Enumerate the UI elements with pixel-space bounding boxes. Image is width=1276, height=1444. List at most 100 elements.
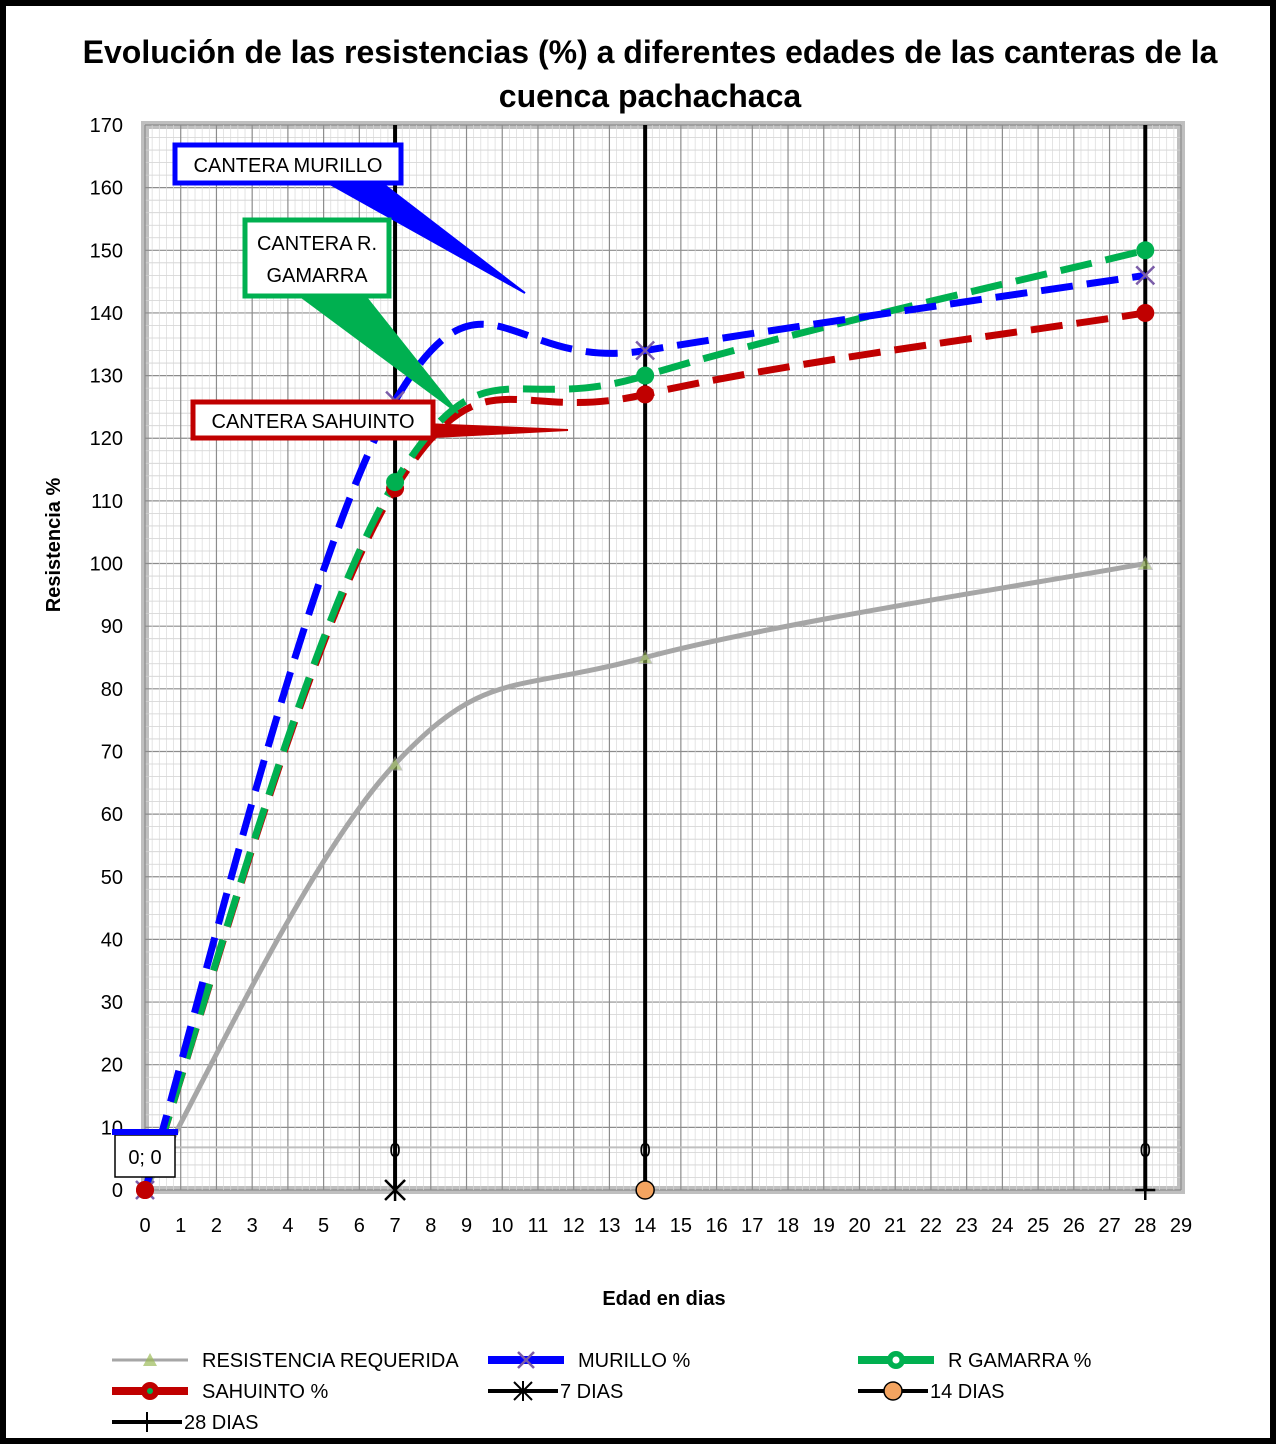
x-tick-label: 8 (425, 1215, 436, 1237)
y-axis-ticks: 0102030405060708090100110120130140150160… (90, 115, 123, 1202)
x-tick-label: 20 (848, 1215, 870, 1237)
x-tick-label: 10 (491, 1215, 513, 1237)
callout-box-gamarra (242, 217, 392, 299)
y-tick-label: 160 (90, 178, 123, 200)
legend-label: MURILLO % (578, 1350, 690, 1372)
x-tick-label: 19 (813, 1215, 835, 1237)
y-tick-label: 0 (112, 1180, 123, 1202)
legend-item-d7: 7 DIAS (488, 1381, 623, 1403)
callout-text-origin: 0; 0 (128, 1147, 161, 1169)
twenty-eight-dias-marker (1135, 1180, 1156, 1200)
callout-box-murillo (172, 142, 404, 186)
x-tick-label: 24 (991, 1215, 1013, 1237)
legend-marker-center (147, 1388, 153, 1394)
x-tick-label: 13 (598, 1215, 620, 1237)
callout-text-sahuinto: CANTERA SAHUINTO (212, 411, 415, 433)
legend-label: 14 DIAS (930, 1381, 1004, 1403)
y-tick-label: 130 (90, 366, 123, 388)
legend-item-d28: 28 DIAS (112, 1412, 258, 1434)
legend: RESISTENCIA REQUERIDA MURILLO % R GAMARRA … (112, 1350, 1092, 1434)
x-tick-label: 29 (1170, 1215, 1192, 1237)
x-tick-label: 4 (282, 1215, 293, 1237)
requerida-point (387, 755, 403, 771)
sahuinto-point (636, 385, 655, 404)
legend-marker (143, 1353, 157, 1366)
series: 0 0 0 (135, 125, 1156, 1201)
y-tick-label: 150 (90, 240, 123, 262)
y-tick-label: 140 (90, 303, 123, 325)
murillo-point (1135, 265, 1156, 286)
x-tick-label: 25 (1027, 1215, 1049, 1237)
point-label: 0 (640, 1140, 651, 1162)
legend-marker-center (892, 1356, 900, 1364)
y-tick-label: 40 (101, 929, 123, 951)
y-tick-label: 100 (90, 554, 123, 576)
x-tick-label: 9 (461, 1215, 472, 1237)
y-tick-label: 70 (101, 741, 123, 763)
y-tick-label: 30 (101, 992, 123, 1014)
x-tick-label: 15 (670, 1215, 692, 1237)
legend-marker (883, 1381, 903, 1401)
x-tick-label: 18 (777, 1215, 799, 1237)
x-tick-label: 0 (139, 1215, 150, 1237)
x-tick-label: 11 (528, 1215, 549, 1237)
x-tick-label: 26 (1063, 1215, 1085, 1237)
x-tick-label: 6 (354, 1215, 365, 1237)
callout-text-murillo: CANTERA MURILLO (194, 155, 383, 177)
x-tick-label: 5 (318, 1215, 329, 1237)
x-tick-label: 17 (741, 1215, 763, 1237)
y-tick-label: 80 (101, 679, 123, 701)
chart-title: Evolución de las resistencias (%) a dife… (82, 34, 1218, 114)
seven-dias-marker (384, 1179, 406, 1201)
series-line-gamarra (141, 246, 1147, 1192)
legend-label: R GAMARRA % (948, 1350, 1092, 1372)
x-axis-ticks: 0 1 2 3 4 5 6 7 8 9 10 11 12 13 14 15 16 17 18 19 20 21 22 23 24… (139, 1215, 1192, 1237)
y-tick-label: 120 (90, 428, 123, 450)
grid (144, 124, 1182, 1191)
series-line-murillo (141, 271, 1146, 1192)
callout-text-gamarra-line1: CANTERA R. (257, 233, 377, 255)
x-tick-label: 22 (920, 1215, 942, 1237)
y-axis-title: Resistencia % (43, 478, 65, 613)
x-tick-label: 27 (1098, 1215, 1120, 1237)
y-tick-label: 170 (90, 115, 123, 137)
legend-label: SAHUINTO % (202, 1381, 329, 1403)
legend-marker (517, 1351, 535, 1369)
requerida-point (1137, 555, 1154, 571)
gamarra-point (386, 473, 405, 492)
legend-label: 28 DIAS (184, 1412, 258, 1434)
gamarra-point (1136, 241, 1155, 260)
callout-text-gamarra-line2: GAMARRA (266, 265, 368, 287)
x-tick-label: 28 (1134, 1215, 1156, 1237)
requerida-point (637, 649, 653, 664)
callout-box-sahuinto (190, 399, 436, 441)
legend-item-murillo: MURILLO % (488, 1350, 690, 1372)
x-tick-label: 21 (884, 1215, 906, 1237)
fourteen-dias-marker (635, 1180, 655, 1200)
series-line-requerida (142, 561, 1146, 1192)
point-label: 0 (1140, 1140, 1151, 1162)
x-tick-label: 14 (634, 1215, 656, 1237)
y-tick-label: 20 (101, 1055, 123, 1077)
sahuinto-point (1136, 303, 1155, 322)
y-tick-label: 50 (101, 867, 123, 889)
x-tick-label: 2 (211, 1215, 222, 1237)
legend-item-requerida: RESISTENCIA REQUERIDA (112, 1350, 459, 1372)
legend-label: 7 DIAS (560, 1381, 623, 1403)
legend-item-d14: 14 DIAS (858, 1381, 1004, 1403)
legend-marker (513, 1381, 533, 1401)
x-tick-label: 12 (563, 1215, 585, 1237)
murillo-point (635, 340, 656, 361)
y-tick-label: 110 (91, 491, 123, 513)
x-tick-label: 23 (956, 1215, 978, 1237)
y-tick-label: 60 (101, 804, 123, 826)
legend-item-sahuinto: SAHUINTO % (112, 1381, 329, 1403)
x-axis-title: Edad en dias (602, 1288, 725, 1310)
callout-origin-accent (112, 1129, 178, 1135)
y-tick-label: 90 (101, 616, 123, 638)
x-tick-label: 1 (175, 1215, 186, 1237)
callouts: CANTERA MURILLO CANTERA R. GAMARRA CANTERA … (112, 142, 569, 1199)
gamarra-point (636, 366, 655, 385)
x-tick-label: 16 (705, 1215, 727, 1237)
